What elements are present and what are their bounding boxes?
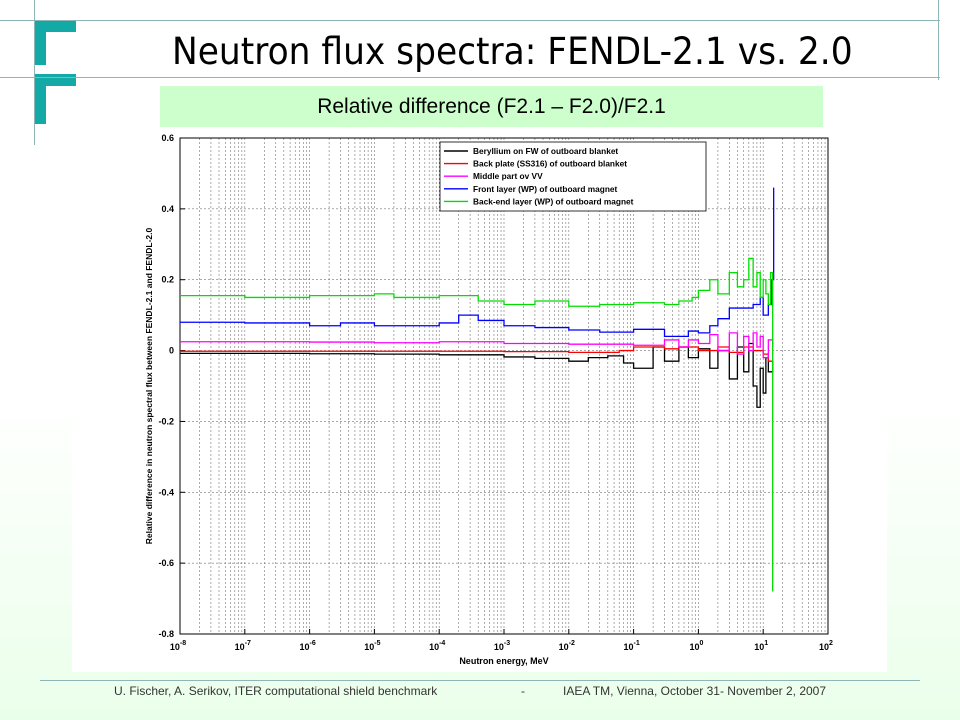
y-tick-label: -0.2 xyxy=(158,416,174,426)
x-tick-label: 10-2 xyxy=(559,640,575,652)
legend-label-5: Back-end layer (WP) of outboard magnet xyxy=(473,196,634,206)
series-line-5 xyxy=(180,257,774,592)
x-axis-label: Neutron energy, MeV xyxy=(459,656,548,666)
legend-label-3: Middle part ov VV xyxy=(473,171,543,181)
legend-label-1: Beryllium on FW of outboard blanket xyxy=(473,146,618,156)
x-tick-label: 10-4 xyxy=(429,640,445,652)
frame-left-line xyxy=(34,0,35,145)
frame-top-line xyxy=(0,20,940,21)
y-tick-label: -0.6 xyxy=(158,558,174,568)
y-tick-label: 0 xyxy=(169,346,174,356)
corner-bracket-bottom-vertical xyxy=(34,74,46,124)
y-tick-label: 0.2 xyxy=(161,275,174,285)
x-tick-label: 101 xyxy=(754,640,768,652)
y-tick-label: -0.4 xyxy=(158,487,174,497)
frame-right-line xyxy=(938,0,939,80)
legend-layer: Beryllium on FW of outboard blanket Back … xyxy=(439,141,707,212)
footer: U. Fischer, A. Serikov, ITER computation… xyxy=(0,684,960,704)
chart-subtitle-banner: Relative difference (F2.1 – F2.0)/F2.1 xyxy=(160,86,823,127)
slide-title: Neutron flux spectra: FENDL-2.1 vs. 2.0 xyxy=(172,30,853,73)
x-tick-label: 10-8 xyxy=(170,640,186,652)
x-tick-label: 10-5 xyxy=(364,640,380,652)
x-tick-label: 102 xyxy=(819,640,833,652)
series-line-3 xyxy=(180,332,774,359)
legend-label-4: Front layer (WP) of outboard magnet xyxy=(473,184,618,194)
legend-box xyxy=(439,141,707,212)
chart-panel: 0.6 0.4 0.2 0 -0.2 -0.4 -0.6 -0.8 10-8 10-7 10-6 10… xyxy=(72,127,887,672)
y-tick-label: 0.6 xyxy=(161,133,174,143)
chart-subtitle: Relative difference (F2.1 – F2.0)/F2.1 xyxy=(317,95,666,118)
footer-authors: U. Fischer, A. Serikov, ITER computation… xyxy=(114,684,438,698)
frame-footer-line xyxy=(40,680,920,681)
corner-bracket-top-vertical xyxy=(34,20,46,65)
frame-title-line xyxy=(0,77,940,78)
footer-separator: - xyxy=(521,684,525,698)
series-line-4 xyxy=(180,187,775,338)
y-axis-label: Relative difference in neutron spectral … xyxy=(144,228,154,545)
y-tick-label: 0.4 xyxy=(161,204,174,214)
y-tick-label: -0.8 xyxy=(158,629,174,639)
legend-label-2: Back plate (SS316) of outboard blanket xyxy=(473,159,627,169)
x-tick-label: 10-6 xyxy=(299,640,315,652)
series-line-1 xyxy=(180,342,774,408)
grid-layer xyxy=(179,137,828,635)
x-tick-label: 10-7 xyxy=(235,640,251,652)
chart-svg: 0.6 0.4 0.2 0 -0.2 -0.4 -0.6 -0.810-8 10-7 10-6 10… xyxy=(144,133,833,666)
x-tick-label: 10-3 xyxy=(494,640,510,652)
x-tick-label: 10-1 xyxy=(623,640,639,652)
x-tick-label: 100 xyxy=(689,640,703,652)
series-layer xyxy=(180,187,775,592)
footer-conference: IAEA TM, Vienna, October 31- November 2,… xyxy=(563,684,827,698)
